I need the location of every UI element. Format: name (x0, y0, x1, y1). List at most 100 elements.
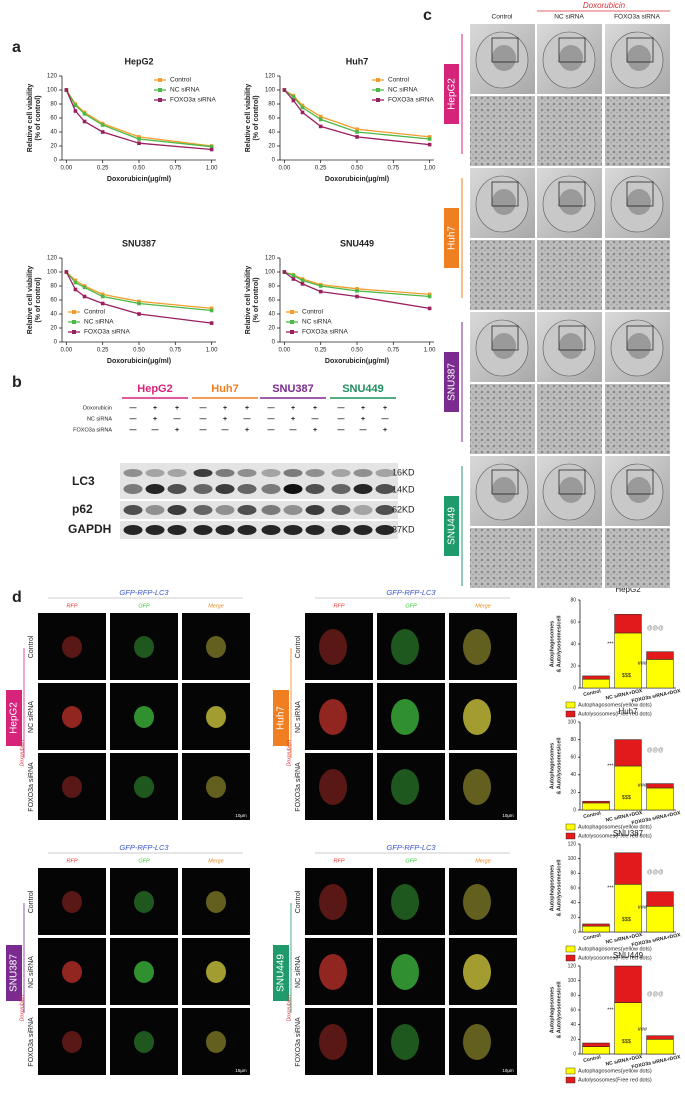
fluo-cell (463, 1024, 491, 1060)
fluo-image (110, 753, 178, 820)
fluo-cell (319, 954, 347, 990)
y-tick-label: 40 (268, 130, 275, 136)
bar-segment (614, 852, 642, 885)
fluo-channel: GFP (138, 603, 150, 609)
fluo-cell-line: SNU449 (276, 954, 287, 992)
blot-sign: + (245, 427, 249, 434)
fluo-cell (206, 961, 226, 983)
x-tick-label: 0.00 (61, 348, 73, 354)
fluo-channel: Merge (208, 858, 224, 864)
y-tick-label: 20 (570, 663, 576, 669)
fluo-image (305, 1008, 373, 1075)
blot-band (123, 505, 143, 515)
point (209, 308, 214, 313)
blot-band (215, 525, 235, 535)
tem-image (605, 384, 670, 454)
annotation: $$$ (622, 1039, 631, 1045)
point (100, 123, 105, 127)
y-tick-label: 80 (570, 993, 576, 999)
blot-band (261, 525, 281, 535)
blot-sign: — (200, 427, 207, 434)
y-axis-label: (% of control) (253, 95, 260, 140)
fluo-condition: FOXO3a siRNA (295, 762, 302, 812)
y-tick-label: 60 (50, 298, 57, 304)
point (355, 135, 359, 139)
tem-column: NC siRNA (554, 14, 584, 21)
y-axis-label: Autophagosomes (549, 743, 555, 789)
x-tick-label: Control (583, 1054, 602, 1064)
blot-sign: — (174, 416, 181, 423)
annotation: $$$ (622, 917, 631, 923)
fluo-cell (134, 776, 154, 798)
fluo-cell-line-box (273, 945, 289, 1001)
tem-inset (491, 181, 519, 207)
chart-title: HepG2 (615, 585, 641, 594)
tem-nucleus (627, 45, 651, 71)
fluo-image (305, 753, 373, 820)
legend-marker (376, 88, 380, 92)
x-axis-label: Doxorubicin(μg/ml) (107, 358, 171, 365)
legend-marker (72, 330, 76, 334)
blot-sign: — (244, 416, 251, 423)
x-tick-label: 1.00 (206, 348, 218, 354)
point (318, 114, 323, 119)
y-axis-label: & Autolysosomes/cell (556, 737, 562, 794)
annotation: *** (607, 763, 614, 769)
fluo-treatment: Doxorubicin (286, 740, 292, 767)
tem-inset (626, 181, 654, 207)
tem-nucleus (492, 189, 516, 215)
y-tick-label: 100 (568, 978, 577, 984)
bar-segment (646, 891, 674, 907)
y-tick-label: 20 (268, 144, 275, 150)
blot-band (145, 484, 165, 494)
x-tick-label: 0.00 (279, 348, 291, 354)
bar-segment (614, 632, 642, 689)
legend-marker (290, 330, 294, 334)
blot-sign: — (312, 416, 319, 423)
y-tick-label: 80 (268, 102, 275, 108)
blot-band (305, 505, 325, 515)
blot-band (193, 505, 213, 515)
tem-image (470, 528, 535, 588)
fluo-image (377, 868, 445, 935)
tem-inset (626, 469, 654, 495)
blot-band (305, 525, 325, 535)
blot-band (353, 505, 373, 515)
annotation: ### (638, 905, 648, 911)
y-axis-label: Relative cell viability (245, 84, 252, 153)
point (291, 95, 296, 99)
fluo-image (449, 868, 517, 935)
point (291, 98, 296, 103)
blot-band (145, 469, 165, 477)
x-tick-label: 0.50 (133, 348, 145, 354)
x-tick-label: 0.75 (169, 348, 181, 354)
blot-protein: GAPDH (68, 522, 111, 536)
fluo-cell (391, 769, 419, 805)
tem-cell-line-box (444, 496, 459, 556)
fluo-condition: Control (295, 635, 302, 658)
point (209, 321, 214, 325)
blot-band (375, 525, 395, 535)
tem-nucleus (627, 333, 651, 359)
legend-label: Autophagosomes(yellow dots) (578, 946, 652, 952)
y-axis-label: (% of control) (253, 277, 260, 322)
y-axis-label: (% of control) (35, 95, 42, 140)
fluo-image (38, 868, 106, 935)
fluo-condition: Control (28, 635, 35, 658)
x-tick-label: 0.75 (387, 166, 399, 172)
x-tick-label: 1.00 (424, 166, 436, 172)
fluo-cell (62, 891, 82, 913)
blot-band (305, 484, 325, 494)
annotation: @@@ (647, 870, 664, 876)
y-tick-label: 60 (570, 619, 576, 625)
fluo-channel: GFP (138, 858, 150, 864)
legend-marker (290, 320, 294, 324)
legend-label: Autolysosomes(Free red dots) (578, 955, 652, 961)
legend-marker (158, 88, 162, 92)
legend-marker (290, 310, 294, 314)
y-tick-label: 120 (265, 74, 276, 80)
annotation: *** (607, 641, 614, 647)
tem-column: FOXO3a siRNA (614, 14, 661, 21)
y-tick-label: 40 (570, 1022, 576, 1028)
y-axis-label: Autophagosomes (549, 987, 555, 1033)
